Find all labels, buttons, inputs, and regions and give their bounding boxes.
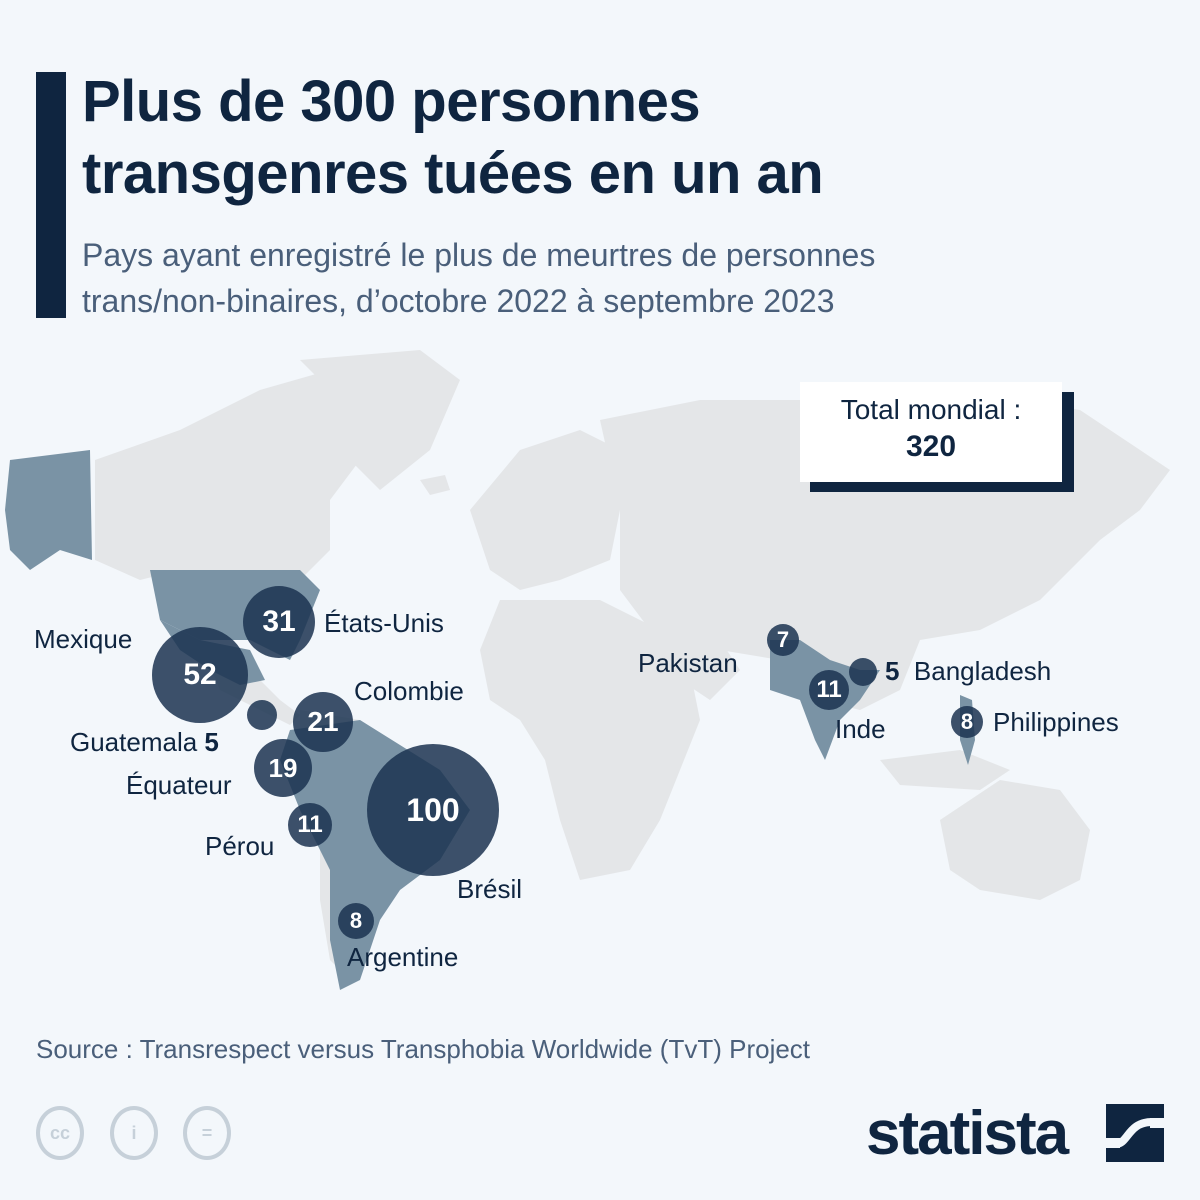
label-equateur: Équateur [126, 770, 232, 800]
label-guatemala: Guatemala 5 [70, 727, 219, 758]
label-argentine: Argentine [347, 942, 459, 972]
bubble-bangladesh [849, 658, 877, 686]
bubble-argentine: 8 [338, 903, 374, 939]
bubble-equateur: 19 [254, 739, 312, 797]
label-bangladesh-value: 5 [885, 656, 900, 686]
label-inde: Inde [835, 714, 886, 744]
total-value: 320 [905, 430, 957, 463]
total-box: Total mondial : 320 [800, 382, 1062, 482]
title-line-1: Plus de 300 personnes [82, 69, 701, 134]
bubble-mexique: 52 [152, 627, 248, 723]
label-colombie: Colombie [354, 676, 464, 706]
bubble-philippines: 8 [951, 706, 983, 738]
label-philippines: Philippines [993, 707, 1119, 737]
label-bangladesh-name: Bangladesh [913, 656, 1052, 686]
subtitle-line-1: Pays ayant enregistré le plus de meurtre… [82, 237, 876, 273]
title-line-2: transgenres tuées en un an [82, 141, 824, 206]
bubble-colombie: 21 [293, 692, 353, 752]
label-perou: Pérou [205, 831, 275, 861]
bubble-perou: 11 [288, 803, 332, 847]
label-bangladesh: 5 Bangladesh [885, 656, 1051, 687]
label-mexique: Mexique [34, 624, 133, 654]
label-pakistan: Pakistan [638, 648, 738, 678]
no-derivatives-icon[interactable]: = [183, 1106, 231, 1160]
title-accent-bar [36, 72, 66, 318]
subtitle-line-2: trans/non-binaires, d’octobre 2022 à sep… [82, 283, 835, 319]
creative-commons-icon[interactable]: cc [36, 1106, 84, 1160]
bubble-pakistan: 7 [767, 624, 799, 656]
bubble-guatemala [247, 700, 277, 730]
subtitle: Pays ayant enregistré le plus de meurtre… [82, 232, 875, 324]
label-etats-unis: États-Unis [324, 608, 444, 638]
attribution-icon[interactable]: i [110, 1106, 158, 1160]
label-guatemala-value: 5 [204, 727, 219, 757]
source-text: Source : Transrespect versus Transphobia… [36, 1034, 811, 1064]
page-title: Plus de 300 personnes transgenres tuées … [82, 66, 824, 210]
bubble-etats-unis: 31 [243, 586, 315, 658]
statista-logo[interactable]: statista [866, 1099, 1069, 1168]
bubble-bresil: 100 [367, 744, 499, 876]
bubble-inde: 11 [809, 670, 849, 710]
total-label: Total mondial : [840, 394, 1022, 425]
statista-logo-mark-icon [1106, 1104, 1164, 1162]
label-bresil: Brésil [457, 874, 523, 904]
label-guatemala-name: Guatemala [70, 727, 198, 757]
